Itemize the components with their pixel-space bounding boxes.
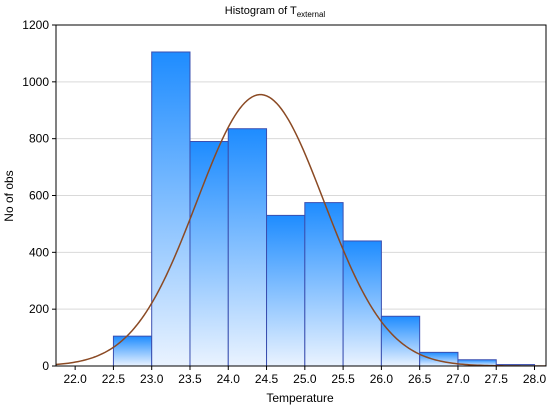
x-tick-label: 22.0 — [63, 372, 87, 386]
x-tick-label: 27.0 — [446, 372, 470, 386]
histogram-bar — [266, 214, 306, 367]
y-tick-label: 400 — [29, 245, 49, 259]
normal-curve — [56, 93, 546, 366]
y-tick-label: 1000 — [22, 75, 49, 89]
histogram-bar — [419, 351, 459, 367]
grid-lines — [56, 81, 546, 310]
y-axis-label: No of obs — [2, 170, 16, 221]
histogram-bars — [112, 51, 536, 367]
x-tick-label: 23.0 — [140, 372, 164, 386]
x-tick-label: 25.5 — [331, 372, 355, 386]
normal-curve-layer — [56, 93, 546, 366]
y-tick-label: 0 — [42, 359, 49, 373]
x-axis-ticks: 22.0 22.5 23.0 23.5 24.0 24.5 25.0 25.5 26.0 26.5… — [63, 366, 547, 386]
x-tick-label: 23.5 — [178, 372, 202, 386]
y-tick-label: 1200 — [22, 18, 49, 32]
chart-title: Histogram of Texternal — [225, 5, 326, 19]
x-axis-label: Temperature — [266, 391, 334, 405]
histogram-bar — [112, 335, 153, 367]
x-tick-label: 26.0 — [370, 372, 394, 386]
histogram-bar — [151, 51, 191, 367]
chart-title-main: Histogram of T — [225, 5, 297, 17]
histogram-bar — [304, 202, 344, 367]
x-tick-label: 28.0 — [523, 372, 547, 386]
x-tick-label: 24.0 — [217, 372, 241, 386]
histogram-bar — [342, 240, 382, 367]
histogram-bar — [189, 141, 229, 367]
x-tick-label: 22.5 — [102, 372, 126, 386]
y-tick-label: 800 — [29, 132, 49, 146]
x-tick-label: 25.0 — [293, 372, 317, 386]
y-axis-ticks: 0 200 400 600 800 1000 1200 — [22, 18, 56, 373]
y-tick-label: 200 — [29, 302, 49, 316]
x-tick-label: 27.5 — [485, 372, 509, 386]
x-tick-label: 24.5 — [255, 372, 279, 386]
chart-title-subscript: external — [297, 10, 326, 19]
histogram-bar — [227, 128, 268, 367]
x-tick-label: 26.5 — [408, 372, 432, 386]
y-tick-label: 600 — [29, 189, 49, 203]
